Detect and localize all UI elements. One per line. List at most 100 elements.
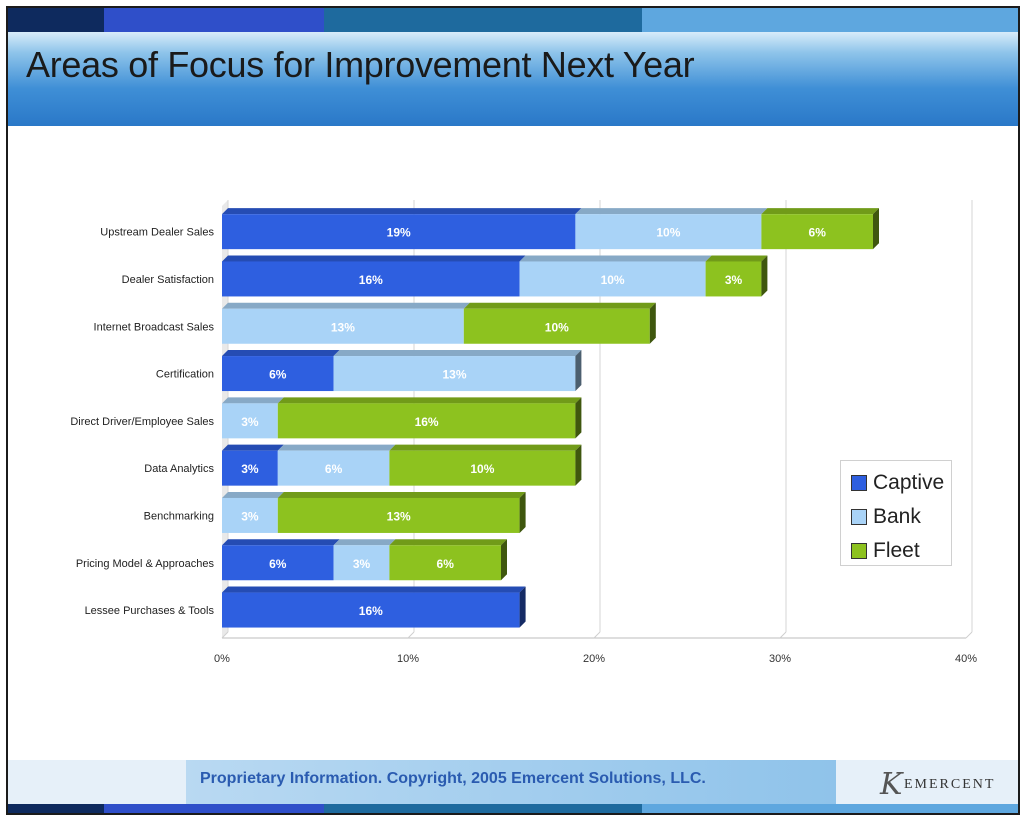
bar-top-fleet: [277, 491, 526, 498]
bar-top-bank: [333, 350, 582, 357]
legend-swatch-captive: [851, 475, 867, 491]
bar-top-captive: [222, 539, 340, 546]
bar-captive: [222, 545, 334, 581]
bar-captive: [222, 214, 576, 250]
slide: Areas of Focus for Improvement Next Year…: [6, 6, 1020, 815]
bar-bank: [333, 545, 390, 581]
bar-top-bank: [222, 302, 470, 309]
bar-top-captive: [222, 208, 582, 215]
bar-fleet: [277, 403, 576, 439]
bar-top-captive: [222, 255, 526, 262]
bar-top-bank: [222, 397, 284, 404]
bar-end-face: [501, 539, 507, 581]
category-label: Direct Driver/Employee Sales: [70, 416, 214, 428]
bar-top-captive: [222, 586, 526, 593]
bar-bank: [519, 261, 706, 297]
bar-end-face: [575, 444, 582, 486]
copyright-text: Proprietary Information. Copyright, 2005…: [200, 770, 706, 787]
data-label-bank: 6%: [325, 462, 343, 476]
legend-item-captive: Captive: [851, 471, 944, 495]
data-label-bank: 3%: [241, 509, 259, 523]
category-label: Upstream Dealer Sales: [100, 227, 214, 239]
category-label: Certification: [156, 369, 214, 381]
bar-bank: [277, 450, 390, 486]
x-tick-label: 30%: [769, 653, 791, 665]
data-label-bank: 3%: [353, 557, 371, 571]
bar-bank: [575, 214, 762, 250]
legend-swatch-bank: [851, 509, 867, 525]
bar-captive: [222, 592, 520, 628]
bar-bank: [333, 356, 576, 392]
legend-label-captive: Captive: [873, 471, 945, 494]
data-label-captive: 16%: [359, 604, 383, 618]
top-color-strip: [8, 8, 1018, 32]
gridline-floor: [407, 631, 415, 639]
bar-captive: [222, 261, 520, 297]
data-label-bank: 13%: [442, 368, 466, 382]
data-label-captive: 19%: [387, 226, 411, 240]
x-tick-label: 0%: [214, 653, 230, 665]
data-label-bank: 10%: [656, 226, 680, 240]
data-label-fleet: 6%: [437, 557, 455, 571]
category-label: Lessee Purchases & Tools: [85, 605, 215, 617]
data-label-captive: 16%: [359, 273, 383, 287]
bar-bank: [222, 308, 464, 344]
logo-mark-icon: K: [880, 767, 903, 802]
bar-bank: [222, 403, 278, 439]
bar-top-bank: [333, 539, 396, 546]
data-label-fleet: 6%: [809, 226, 827, 240]
gridline-floor: [965, 631, 973, 639]
gridline-floor: [593, 631, 601, 639]
legend-label-bank: Bank: [873, 505, 921, 528]
bar-end-face: [519, 586, 526, 628]
category-label: Pricing Model & Approaches: [76, 558, 215, 570]
data-label-fleet: 10%: [545, 320, 569, 334]
bar-top-bank: [575, 208, 768, 215]
bar-end-face: [575, 397, 582, 439]
data-label-bank: 3%: [241, 415, 259, 429]
bar-bank: [222, 497, 278, 533]
bar-end-face: [761, 255, 768, 297]
data-label-fleet: 10%: [470, 462, 494, 476]
bar-fleet: [705, 261, 762, 297]
gridline-floor: [221, 631, 229, 639]
chart-legend: Captive Bank Fleet: [840, 460, 952, 566]
category-label: Dealer Satisfaction: [122, 274, 214, 286]
x-tick-label: 10%: [397, 653, 419, 665]
data-label-captive: 3%: [241, 462, 259, 476]
data-label-fleet: 13%: [387, 509, 411, 523]
legend-item-fleet: Fleet: [851, 539, 920, 563]
data-label-bank: 13%: [331, 320, 355, 334]
bar-fleet: [277, 497, 520, 533]
bar-top-fleet: [705, 255, 768, 262]
data-label-fleet: 16%: [415, 415, 439, 429]
title-header: [8, 32, 1018, 126]
bar-fleet: [761, 214, 873, 250]
page-title: Areas of Focus for Improvement Next Year: [26, 44, 695, 85]
bar-captive: [222, 356, 334, 392]
x-tick-label: 40%: [955, 653, 977, 665]
bar-fleet: [389, 545, 501, 581]
bar-top-bank: [277, 444, 396, 451]
bar-top-fleet: [761, 208, 879, 215]
data-label-captive: 6%: [269, 368, 287, 382]
category-label: Data Analytics: [144, 463, 214, 475]
bar-end-face: [873, 208, 879, 250]
bar-top-fleet: [389, 444, 582, 451]
bar-top-captive: [222, 350, 340, 357]
legend-label-fleet: Fleet: [873, 539, 920, 562]
footer-band: [186, 760, 836, 804]
bar-end-face: [519, 491, 526, 533]
bottom-color-strip: [8, 804, 1018, 813]
bar-fleet: [463, 308, 650, 344]
bar-top-fleet: [389, 539, 507, 546]
emercent-logo: K EMERCENT: [870, 768, 1000, 802]
category-label: Benchmarking: [144, 510, 214, 522]
bar-top-fleet: [277, 397, 582, 404]
data-label-captive: 6%: [269, 557, 287, 571]
bar-top-bank: [222, 491, 284, 498]
bar-top-fleet: [463, 302, 656, 309]
data-label-fleet: 3%: [725, 273, 743, 287]
bar-captive: [222, 450, 278, 486]
data-label-bank: 10%: [601, 273, 625, 287]
